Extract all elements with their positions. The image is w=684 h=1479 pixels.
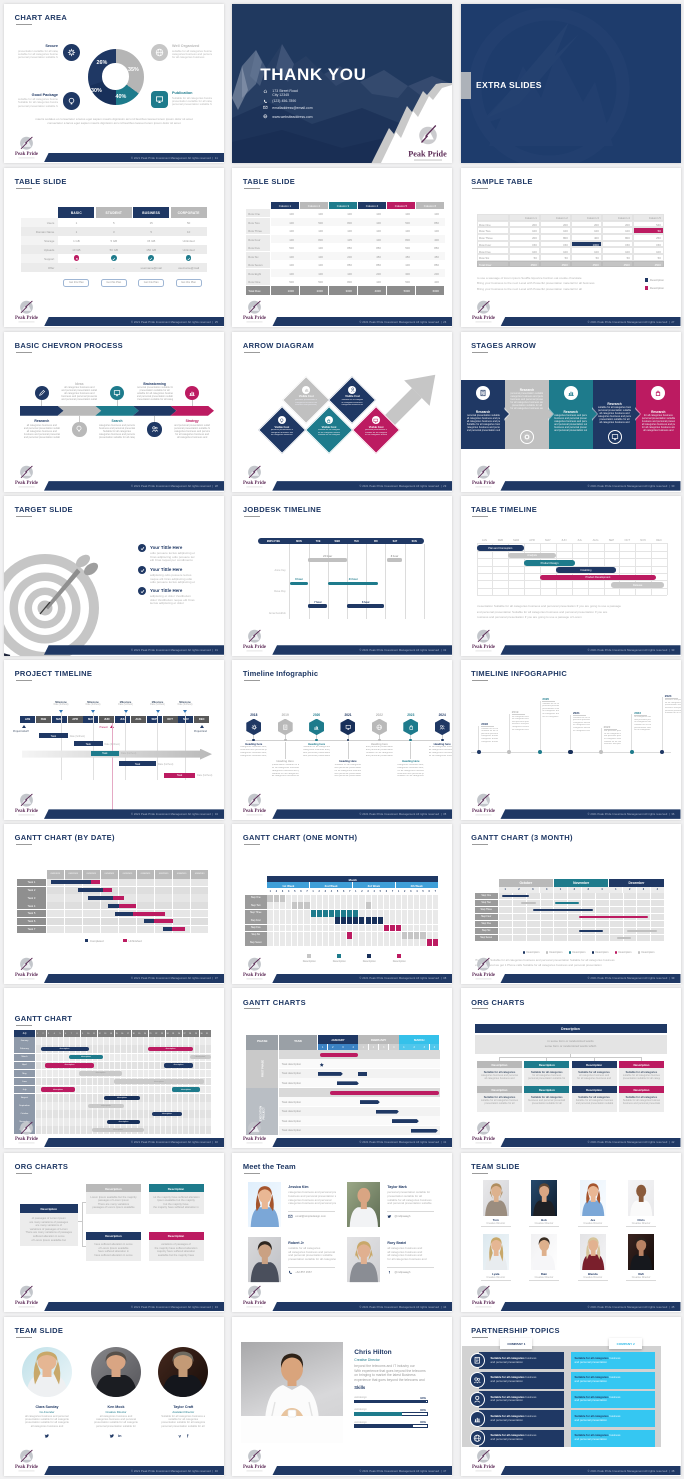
svg-text:Peak Pride: Peak Pride [243, 645, 267, 650]
svg-text:in: in [118, 1434, 122, 1438]
svg-text:Peak Pride: Peak Pride [243, 1466, 267, 1471]
svg-text:Peak Pride: Peak Pride [472, 481, 496, 486]
svg-text:Peak Pride: Peak Pride [15, 1137, 39, 1142]
svg-text:Peak Pride: Peak Pride [472, 1137, 496, 1142]
svg-text:Peak Pride: Peak Pride [243, 481, 267, 486]
svg-text:Peak Pride: Peak Pride [243, 317, 267, 322]
svg-text:Peak Pride: Peak Pride [243, 973, 267, 978]
svg-text:Peak Pride: Peak Pride [15, 481, 39, 486]
svg-text:Peak Pride: Peak Pride [472, 809, 496, 814]
svg-text:Peak Pride: Peak Pride [15, 1302, 39, 1307]
svg-text:Peak Pride: Peak Pride [472, 1466, 496, 1471]
svg-text:f: f [187, 1433, 189, 1438]
svg-text:Peak Pride: Peak Pride [472, 317, 496, 322]
svg-text:f: f [389, 1271, 391, 1275]
svg-text:Peak Pride: Peak Pride [472, 973, 496, 978]
svg-text:Peak Pride: Peak Pride [15, 809, 39, 814]
svg-text:Peak Pride: Peak Pride [15, 973, 39, 978]
svg-text:Peak Pride: Peak Pride [15, 1466, 39, 1471]
svg-text:Peak Pride: Peak Pride [409, 150, 448, 159]
svg-text:Peak Pride: Peak Pride [243, 1137, 267, 1142]
svg-text:Peak Pride: Peak Pride [472, 645, 496, 650]
svg-text:Peak Pride: Peak Pride [243, 809, 267, 814]
svg-text:Peak Pride: Peak Pride [472, 1302, 496, 1307]
svg-text:Peak Pride: Peak Pride [15, 317, 39, 322]
svg-text:Peak Pride: Peak Pride [243, 1302, 267, 1307]
svg-text:Peak Pride: Peak Pride [15, 152, 39, 157]
svg-text:v: v [179, 1433, 182, 1438]
